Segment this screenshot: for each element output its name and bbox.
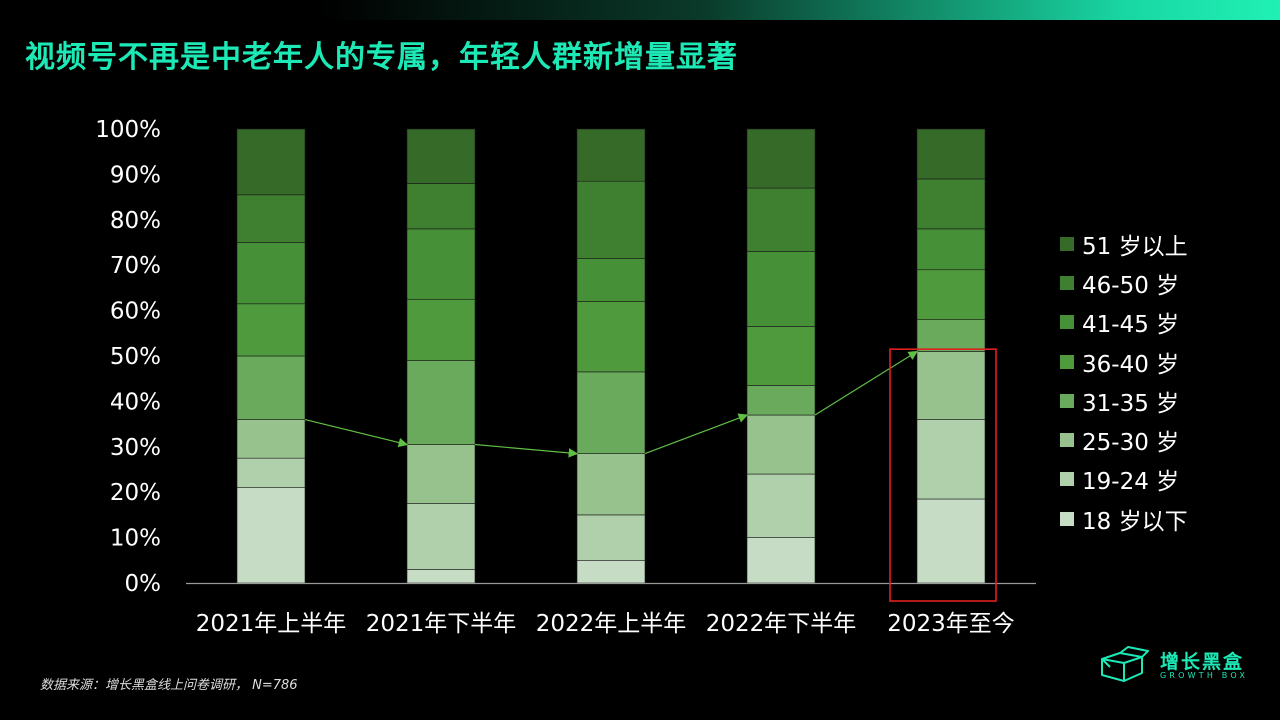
bar-segment — [576, 258, 646, 302]
logo-name-en: GROWTH BOX — [1160, 671, 1249, 680]
legend-swatch — [1060, 236, 1074, 251]
legend-item: 51 岁以上 — [1060, 224, 1188, 263]
brand-logo: 增长黑盒 GROWTH BOX — [1098, 645, 1258, 685]
x-tick-label: 2021年上半年 — [196, 611, 347, 637]
y-tick-label: 90% — [110, 162, 161, 188]
legend-label: 36-40 岁 — [1082, 351, 1180, 378]
bar-segment — [746, 473, 816, 538]
legend-item: 46-50 岁 — [1060, 263, 1188, 302]
bar-segment — [916, 419, 986, 500]
bar-segment — [576, 180, 646, 259]
legend-swatch — [1060, 354, 1074, 369]
bar-segment — [916, 228, 986, 271]
highlight-box — [889, 348, 997, 602]
x-tick-label: 2023年至今 — [887, 611, 1015, 637]
page-title: 视频号不再是中老年人的专属，年轻人群新增量显著 — [25, 40, 738, 75]
bar-segment — [746, 537, 816, 584]
bar-segment — [406, 128, 476, 184]
bar-segment — [236, 487, 306, 584]
bar-segment — [746, 187, 816, 252]
y-tick-label: 0% — [125, 571, 162, 597]
trend-arrow — [644, 413, 749, 455]
bar-segment — [576, 371, 646, 454]
chart-legend: 51 岁以上 46-50 岁 41-45 岁 36-40 岁 31-35 岁 25-30 … — [1060, 224, 1188, 538]
bar-segment — [916, 178, 986, 230]
bar-segment — [236, 355, 306, 420]
legend-label: 51 岁以上 — [1082, 233, 1188, 260]
bar-segment — [576, 559, 646, 584]
y-tick-label: 50% — [110, 344, 161, 370]
trend-arrow — [304, 418, 409, 448]
bar-segment — [746, 251, 816, 327]
y-tick-label: 30% — [110, 435, 161, 461]
bar-segment — [406, 228, 476, 300]
bar-segment — [916, 319, 986, 352]
legend-swatch — [1060, 433, 1074, 448]
y-tick-label: 60% — [110, 299, 161, 325]
bar-segment — [236, 457, 306, 488]
y-tick-label: 40% — [110, 389, 161, 415]
bar-segment — [406, 569, 476, 584]
bar-segment — [236, 128, 306, 196]
x-tick-label: 2022年下半年 — [706, 611, 857, 637]
legend-item: 41-45 岁 — [1060, 303, 1188, 342]
top-gradient-bar — [0, 0, 1280, 20]
bar-segment — [916, 351, 986, 420]
legend-label: 25-30 岁 — [1082, 430, 1180, 457]
y-tick-label: 80% — [110, 208, 161, 234]
x-tick-label: 2021年下半年 — [366, 611, 517, 637]
bar-segment — [576, 301, 646, 373]
bar-segment — [916, 269, 986, 320]
source-note: 数据来源：增长黑盒线上问卷调研， N=786 — [40, 678, 298, 693]
legend-swatch — [1060, 472, 1074, 487]
bar-segment — [406, 298, 476, 361]
bar-segment — [746, 414, 816, 475]
x-tick-label: 2022年上半年 — [536, 611, 687, 637]
logo-name-cn: 增长黑盒 — [1160, 651, 1245, 673]
bar-segment — [916, 498, 986, 584]
bar-segment — [746, 385, 816, 416]
y-tick-label: 20% — [110, 480, 161, 506]
legend-swatch — [1060, 315, 1074, 330]
y-tick-label: 10% — [110, 526, 161, 552]
legend-item: 36-40 岁 — [1060, 342, 1188, 381]
bar-segment — [236, 242, 306, 305]
legend-swatch — [1060, 511, 1074, 526]
bar-segment — [916, 128, 986, 180]
legend-label: 41-45 岁 — [1082, 312, 1180, 339]
bar-segment — [406, 360, 476, 445]
open-box-icon — [1101, 646, 1149, 682]
bar-segment — [576, 128, 646, 182]
bar-segment — [576, 514, 646, 561]
bar-segment — [236, 303, 306, 357]
legend-label: 19-24 岁 — [1082, 469, 1180, 496]
bar-segment — [406, 503, 476, 570]
y-tick-label: 100% — [95, 117, 161, 143]
bar-segment — [236, 419, 306, 459]
legend-swatch — [1060, 393, 1074, 408]
legend-item: 31-35 岁 — [1060, 381, 1188, 420]
bar-segment — [236, 194, 306, 243]
legend-label: 46-50 岁 — [1082, 272, 1180, 299]
legend-label: 31-35 岁 — [1082, 390, 1180, 417]
bar-segment — [746, 326, 816, 386]
legend-label: 18 岁以下 — [1082, 508, 1188, 535]
trend-arrow — [474, 443, 579, 458]
bar-segment — [576, 453, 646, 516]
legend-item: 19-24 岁 — [1060, 460, 1188, 499]
legend-swatch — [1060, 275, 1074, 290]
y-tick-label: 70% — [110, 253, 161, 279]
bar-segment — [746, 128, 816, 189]
bar-segment — [406, 183, 476, 230]
legend-item: 18 岁以下 — [1060, 499, 1188, 538]
bar-segment — [406, 444, 476, 504]
legend-item: 25-30 岁 — [1060, 420, 1188, 459]
trend-arrow — [814, 350, 919, 416]
